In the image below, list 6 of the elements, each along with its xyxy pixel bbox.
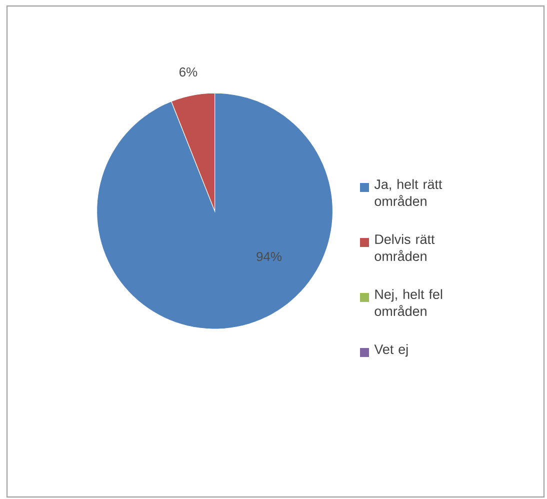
legend-label: Ja, helt rätt områden	[374, 179, 442, 206]
legend-label: Nej, helt fel områden	[374, 289, 442, 316]
data-label: 6%	[180, 67, 198, 77]
data-label: 94%	[256, 252, 282, 262]
legend-label: Vet ej	[374, 344, 408, 357]
legend-label: Delvis rätt områden	[374, 234, 435, 261]
